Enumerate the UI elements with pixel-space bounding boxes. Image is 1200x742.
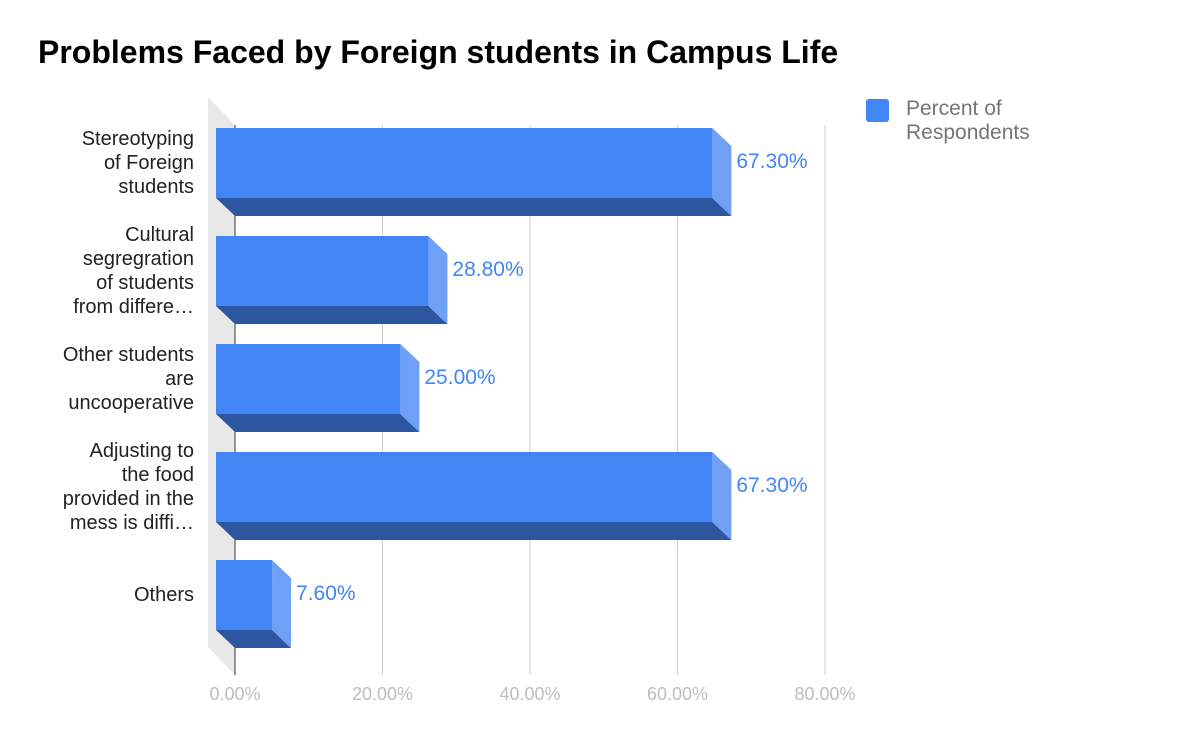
bar-bottom-face [216, 414, 420, 432]
category-label: Cultural segregration of students from diff… [73, 224, 194, 318]
category-label: Others [134, 584, 194, 606]
bar [216, 344, 401, 414]
data-label: 67.30% [736, 150, 807, 173]
bar-bottom-face [216, 630, 292, 648]
x-tick-label: 80.00% [794, 684, 855, 704]
category-label: Adjusting to the food provided in the mess … [63, 440, 194, 534]
bar-side-face [428, 236, 448, 324]
category-label: Other students are uncooperative [63, 344, 194, 414]
x-tick-label: 60.00% [647, 684, 708, 704]
bar [216, 452, 713, 522]
x-tick-label: 20.00% [352, 684, 413, 704]
data-label: 28.80% [452, 258, 523, 281]
bar [216, 236, 429, 306]
bar-bottom-face [216, 522, 732, 540]
bar [216, 560, 273, 630]
bar [216, 128, 713, 198]
data-label: 67.30% [736, 474, 807, 497]
chart-title: Problems Faced by Foreign students in Ca… [38, 34, 839, 70]
legend-swatch [866, 99, 889, 122]
bar-side-face [400, 344, 420, 432]
data-label: 25.00% [424, 366, 495, 389]
bar-bottom-face [216, 306, 448, 324]
data-label: 7.60% [296, 582, 356, 605]
bar-bottom-face [216, 198, 732, 216]
bar-side-face [272, 560, 292, 648]
bar-side-face [712, 452, 732, 540]
legend: Percent of Respondents [866, 97, 1076, 145]
x-tick-label: 40.00% [499, 684, 560, 704]
legend-label: Percent of Respondents [906, 97, 1030, 144]
category-label: Stereotyping of Foreign students [82, 128, 194, 198]
bar-side-face [712, 128, 732, 216]
x-tick-label: 0.00% [209, 684, 260, 704]
